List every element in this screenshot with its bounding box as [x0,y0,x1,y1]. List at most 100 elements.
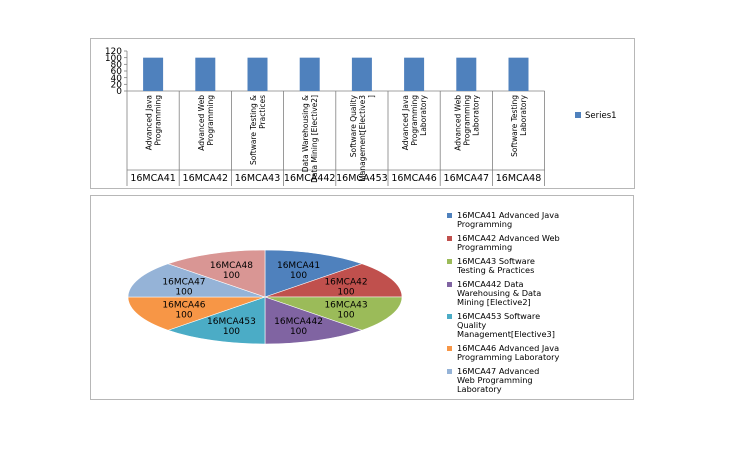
category-name-line: Laboratory [519,94,528,135]
legend-label-line: Laboratory [457,384,502,394]
y-tick-label: 20 [111,81,123,91]
category-name-line: Data Mining [Elective2] [310,95,319,183]
legend-label-line: 16MCA46 Advanced Java [457,343,559,353]
y-tick-label: 80 [111,61,123,71]
legend-label-line: Testing & Practices [456,265,534,275]
y-tick-label: 100 [105,54,122,64]
category-name-line: Programming [154,95,163,146]
category-name-label: Advanced Java Programming [145,95,163,151]
category-name-line: Programming [206,95,215,146]
pie-slice-16mca43 [264,296,403,331]
legend-swatch-16mca42 [447,236,452,241]
category-name-line: Software Testing [510,95,519,157]
category-name-line: Software Quality [349,94,358,157]
bar-16mca47 [456,57,477,91]
category-name-line: Laboratory [471,94,480,135]
category-name-label: Advanced Web Programming Laboratory [453,94,480,150]
legend-swatch-16mca47 [447,369,452,374]
bar-chart-panel: 0 20 40 60 80 100 120 Advanced Java Programming 1… [90,38,635,189]
legend-swatch-16mca46 [447,346,452,351]
legend-label-line: 16MCA48 Software [457,398,535,399]
legend-label-line: 16MCA41 Advanced Java [457,210,559,220]
legend-label-series1: Series1 [585,111,617,121]
category-name-label: Data Warehousing & Data Mining [Elective2… [301,95,319,183]
pie-chart-panel: 16MCA41 100 16MCA42 100 16MCA43 100 16MCA442 10… [90,195,634,417]
y-tick-label: 60 [111,67,123,77]
category-code-label: 16MCA48 [496,173,542,184]
pie-slice-code-label: 16MCA442 [274,317,323,327]
legend-swatch-16mca453 [447,314,452,319]
category-name-line: Software Testing & [249,95,258,165]
pie-slice-16mca453 [167,296,266,345]
bar-16mca48 [508,57,529,91]
bar-16mca453 [351,57,372,91]
category-name-line: ] [367,95,376,98]
pie-slice-code-label: 16MCA42 [324,277,367,287]
pie-slice-code-label: 16MCA46 [162,301,205,311]
y-tick-label: 120 [105,47,122,57]
pie-slice-16mca46 [127,296,266,331]
pie-slice-16mca442 [264,296,363,345]
legend-label-line: 16MCA47 Advanced [457,366,539,376]
category-name-line: Data Warehousing & [301,95,310,172]
pie-slice-code-label: 16MCA43 [324,301,367,311]
legend-label-line: Programming Laboratory [457,352,560,362]
legend-swatch-series1 [575,112,581,118]
bar-16mca442 [299,57,320,91]
pie-slice-16mca42 [264,263,403,298]
category-code-label: 16MCA47 [444,173,490,184]
category-name-label: Advanced Java Programming Laboratory [401,94,428,150]
pie-slice-value-label: 100 [175,287,192,297]
pie-slice-value-label: 100 [290,271,307,281]
pie-slice-code-label: 16MCA48 [210,261,253,271]
category-name-label: Software Testing Laboratory [510,94,528,156]
legend-label-line: 16MCA43 Software [457,256,535,266]
category-code-label: 16MCA42 [183,173,229,184]
legend-label-line: Web Programming [457,375,533,385]
category-name-line: Programming [410,95,419,146]
legend-label-line: Programming [457,219,512,229]
legend-swatch-16mca442 [447,282,452,287]
category-code-label: 16MCA46 [391,173,437,184]
y-tick-label: 0 [116,87,122,97]
pie-slice-value-label: 100 [337,311,354,321]
legend-swatch-16mca41 [447,213,452,218]
pie-slice-value-label: 100 [290,327,307,337]
legend-label-line: 16MCA453 Software [457,311,540,321]
legend-label-line: Programming [457,242,512,252]
pie-slice-code-label: 16MCA47 [162,277,205,287]
pie-slice-value-label: 100 [337,287,354,297]
pie-slice-value-label: 100 [223,327,240,337]
category-name-line: Advanced Java [145,95,154,150]
category-code-label: 16MCA442 [284,173,336,184]
legend-label-line: Quality [457,320,486,330]
category-name-label: Advanced Web Programming [197,95,215,151]
pie-chart: 16MCA4110016MCA4210016MCA4310016MCA44210… [127,210,560,417]
legend-label-line: Mining [Elective2] [457,297,531,307]
pie-slice-16mca47 [127,263,266,298]
pie-slice-code-label: 16MCA453 [207,317,256,327]
category-name-line: Practices [258,95,267,129]
category-name-label: Software Testing & Practices [249,95,267,165]
pie-slice-code-label: 16MCA41 [277,261,320,271]
category-name-line: Advanced Web [453,95,462,151]
category-name-line: Advanced Java [401,95,410,150]
pie-slice-16mca41 [264,249,363,298]
bar-16mca42 [195,57,216,91]
legend-swatch-16mca43 [447,259,452,264]
legend-label-line: 16MCA442 Data [457,279,524,289]
category-name-line: Management[Elective3 [358,95,367,182]
bar-16mca43 [247,57,268,91]
category-name-label: Software Quality Management[Elective3] [349,94,376,181]
legend-label-line: 16MCA42 Advanced Web [457,233,560,243]
category-name-line: Laboratory [419,94,428,135]
y-tick-label: 40 [111,74,123,84]
pie-slice-16mca48 [167,249,266,298]
category-code-label: 16MCA43 [235,173,281,184]
category-name-line: Programming [462,95,471,146]
category-name-line: Advanced Web [197,95,206,151]
bar-16mca41 [143,57,164,91]
bar-16mca46 [404,57,425,91]
legend-label-line: Warehousing & Data [457,288,541,298]
